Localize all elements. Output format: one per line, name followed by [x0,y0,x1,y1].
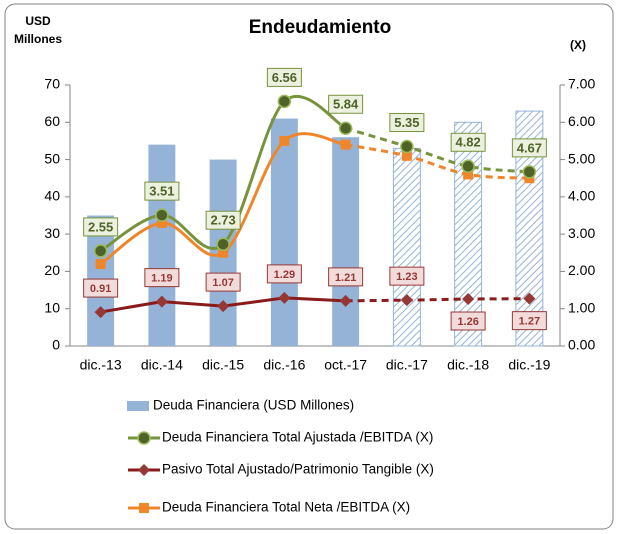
data-label: 5.84 [333,97,359,112]
data-label: 1.07 [212,277,233,289]
data-label: 1.21 [335,272,356,284]
data-label: 6.56 [272,70,297,85]
legend-marker [137,431,151,445]
point [217,300,230,313]
projected-bar [392,147,421,347]
data-label-box [511,138,547,158]
data-label-box [450,132,486,152]
projected-line [345,126,530,174]
y2-tick-label: 2.00 [568,262,595,278]
data-label-box [144,181,180,201]
bar [332,137,360,346]
point [155,208,169,222]
x-tick-label: dic.-15 [202,357,244,373]
data-label-box [205,272,241,292]
y2-tick-label: 1.00 [568,299,595,315]
point [463,169,474,180]
point [340,139,351,150]
y-axis-title: USD Millones [13,14,62,46]
y2-axis-title: (X) [570,38,586,52]
y-tick-label: 30 [44,225,60,241]
point [155,295,168,308]
data-label: 2.55 [88,219,113,234]
point [461,159,475,174]
data-label: 0.91 [90,283,111,295]
data-label-box [266,264,302,284]
x-tick-label: dic.-16 [263,357,305,373]
y2-tick-label: 7.00 [568,76,595,92]
data-label: 3.51 [149,184,174,199]
data-label: 1.23 [396,271,417,283]
bar [270,118,298,346]
data-label-box [144,268,180,288]
y-tick-label: 70 [44,76,60,92]
projected-line [345,143,530,180]
legend-label: Deuda Financiera (USD Millones) [153,398,354,413]
projected-line [345,297,530,303]
legend-label: Deuda Financiera Total Ajustada /EBITDA … [162,430,433,445]
legend-label: Deuda Financiera Total Neta /EBITDA (X) [162,500,410,515]
y2-tick-label: 5.00 [568,150,595,166]
point [156,217,167,228]
legend-marker [139,503,149,513]
point [93,244,108,258]
x-tick-label: dic.-14 [141,357,183,373]
y-tick-label: 40 [44,188,60,204]
data-label-box [511,311,547,331]
x-tick-label: oct.-17 [324,357,367,373]
y-tick-label: 10 [44,299,60,315]
bar [148,144,176,346]
x-tick-label: dic.-13 [80,357,122,373]
data-label: 4.67 [517,140,542,155]
data-label: 5.35 [394,115,419,130]
legend-swatch [127,401,149,411]
data-label-box [389,113,425,133]
legend-label: Pasivo Total Ajustado/Patrimonio Tangibl… [162,462,434,477]
x-tick-label: dic.-19 [508,357,550,373]
point [279,135,290,146]
y-tick-label: 0 [52,337,60,353]
data-label: 2.73 [210,213,235,228]
x-tick-label: dic.-17 [386,357,428,373]
data-label-box [328,94,364,114]
data-label: 1.19 [151,273,172,285]
point [278,291,291,304]
point [400,139,414,154]
y2-tick-label: 3.00 [568,225,595,241]
y2-tick-label: 6.00 [568,113,595,129]
y-tick-label: 60 [44,113,60,129]
point [95,258,106,269]
point [523,292,536,305]
data-label-box [83,278,119,298]
data-label: 1.26 [457,316,478,328]
data-label-box [328,267,364,287]
point [94,306,107,319]
data-label: 4.82 [455,135,480,150]
x-tick-label: dic.-18 [447,357,489,373]
y-tick-label: 50 [44,150,60,166]
y2-tick-label: 4.00 [568,188,595,204]
y-tick-label: 20 [44,262,60,278]
point [218,247,229,258]
data-label-box [450,311,486,331]
point [339,294,352,307]
point [338,121,353,136]
y2-tick-label: 0.00 [568,337,595,353]
data-label-box [266,67,302,87]
chart-title: Endeudamiento [249,17,392,38]
data-label-box [83,217,119,237]
point [462,293,475,306]
data-label-box [389,266,425,286]
data-label: 1.27 [519,316,540,328]
point [401,150,412,161]
point [277,94,292,109]
point [522,165,537,179]
point [216,237,230,251]
data-label: 1.29 [274,269,295,281]
legend-marker [138,464,150,476]
data-label-box [205,210,241,230]
point [400,294,413,307]
